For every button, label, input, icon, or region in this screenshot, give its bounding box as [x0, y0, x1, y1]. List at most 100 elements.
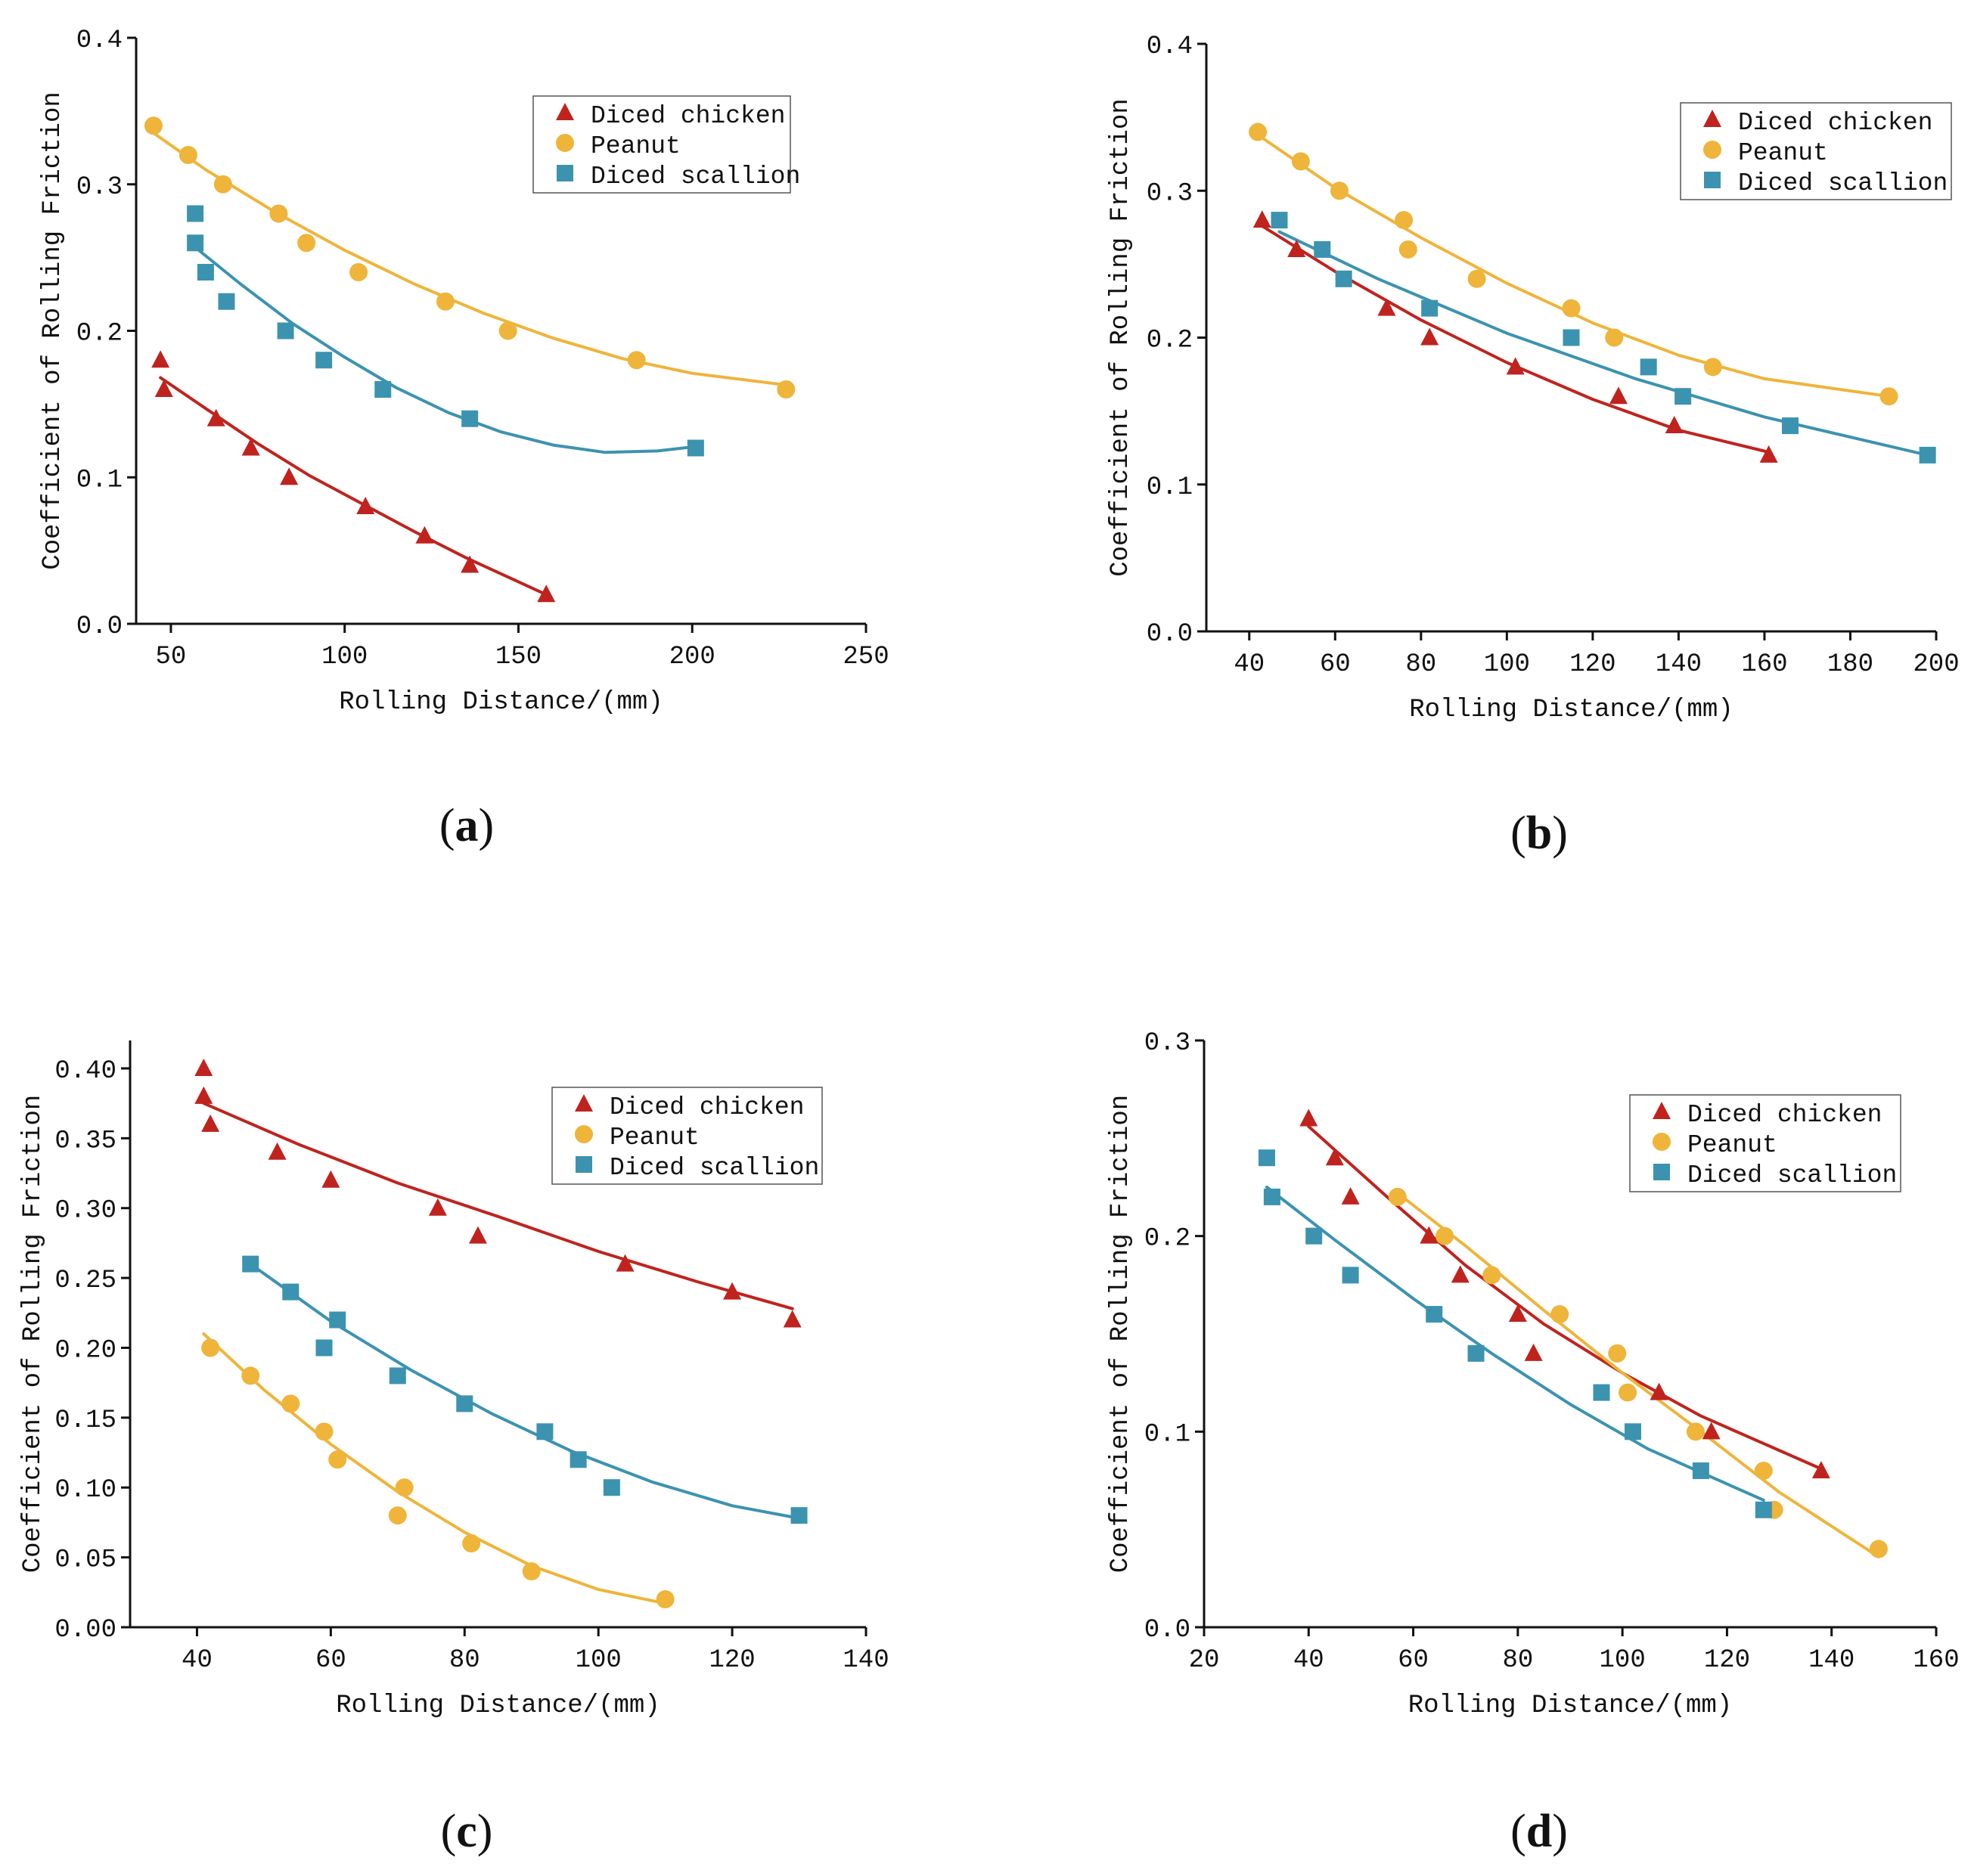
- legend-box: [551, 1087, 823, 1185]
- legend-label-peanut: Peanut: [610, 1124, 700, 1152]
- point-scallion: [374, 381, 392, 398]
- x-tick-label: 160: [1741, 650, 1787, 679]
- point-chicken: [268, 1142, 287, 1160]
- point-chicken: [783, 1310, 802, 1328]
- x-axis-title: Rolling Distance/(mm): [1408, 1692, 1732, 1720]
- point-scallion: [242, 1255, 259, 1273]
- point-chicken: [1299, 1109, 1318, 1127]
- point-chicken: [1508, 1304, 1527, 1323]
- chart-b: 40 60 80 100 120 140 160 180 200 0.0 0.1 0.2 0.3 0.4 R…: [1106, 33, 1960, 859]
- point-scallion: [218, 293, 235, 310]
- point-scallion: [1263, 1188, 1280, 1205]
- point-scallion: [277, 322, 294, 340]
- point-scallion: [1258, 1149, 1275, 1167]
- panel-label-close: ): [477, 1806, 493, 1857]
- point-scallion: [1593, 1384, 1610, 1401]
- point-scallion: [1919, 446, 1936, 464]
- point-scallion: [687, 439, 704, 457]
- x-tick-label: 180: [1827, 650, 1873, 679]
- point-peanut: [349, 263, 368, 281]
- x-tick-label: 100: [1600, 1646, 1646, 1675]
- x-tick-label: 100: [321, 643, 368, 671]
- legend-label-peanut: Peanut: [1687, 1131, 1777, 1159]
- x-tick-label: 120: [1704, 1646, 1750, 1675]
- point-scallion: [1782, 417, 1799, 435]
- point-peanut: [1608, 1344, 1627, 1363]
- point-peanut: [1869, 1540, 1888, 1558]
- point-peanut: [1879, 387, 1898, 406]
- point-chicken: [1420, 1226, 1439, 1244]
- point-peanut: [297, 234, 316, 253]
- legend-marker-scallion: [576, 1156, 592, 1173]
- panel-label-open: (: [1510, 808, 1526, 859]
- point-scallion: [1426, 1306, 1443, 1323]
- point-scallion: [315, 352, 333, 369]
- panel-label: (c): [441, 1806, 493, 1857]
- y-tick-label: 0.1: [1147, 473, 1193, 502]
- chart-d: 20 40 60 80 100 120 140 160 0.0 0.1 0.2 0.3 Rolling …: [1106, 1029, 1960, 1857]
- x-tick-label: 120: [709, 1646, 755, 1675]
- point-scallion: [1342, 1267, 1359, 1284]
- point-peanut: [627, 351, 646, 370]
- fit-line-scallion: [249, 1262, 801, 1520]
- x-tick-label: 80: [1405, 650, 1436, 679]
- chart-a: 50 100 150 200 250 0.0 0.1 0.2 0.3 0.4 Rolling Dis…: [39, 26, 889, 851]
- x-tick-label: 120: [1569, 650, 1616, 679]
- fit-line-chicken: [159, 376, 548, 597]
- y-tick-label: 0.25: [54, 1267, 116, 1295]
- point-chicken: [194, 1086, 213, 1104]
- x-tick-label: 160: [1913, 1646, 1959, 1675]
- point-chicken: [280, 467, 299, 485]
- point-chicken: [415, 526, 434, 544]
- panel-label: (b): [1510, 808, 1568, 859]
- point-scallion: [1692, 1462, 1709, 1480]
- legend-marker-chicken: [556, 103, 574, 120]
- y-tick-label: 0.0: [1144, 1616, 1190, 1645]
- y-tick-label: 0.4: [1147, 33, 1193, 61]
- legend-label-peanut: Peanut: [1738, 139, 1828, 167]
- point-chicken: [1377, 298, 1396, 316]
- point-peanut: [656, 1590, 675, 1609]
- point-chicken: [1506, 357, 1525, 375]
- legend-label-scallion: Diced scallion: [1738, 169, 1948, 197]
- fit-line-peanut: [202, 1332, 667, 1605]
- point-chicken: [1524, 1343, 1543, 1361]
- legend-marker-scallion: [1704, 172, 1721, 188]
- legend-box: [532, 95, 791, 194]
- legend-label-chicken: Diced chicken: [1738, 109, 1932, 137]
- point-peanut: [144, 116, 163, 135]
- point-scallion: [1305, 1227, 1323, 1245]
- y-tick-label: 0.30: [54, 1197, 116, 1226]
- point-chicken: [1451, 1265, 1470, 1283]
- x-tick-label: 150: [495, 643, 542, 671]
- point-chicken: [1287, 239, 1306, 257]
- legend-marker-peanut: [556, 134, 574, 152]
- x-tick-label: 100: [576, 1646, 622, 1675]
- point-scallion: [603, 1479, 620, 1496]
- point-peanut: [436, 292, 455, 311]
- y-tick-label: 0.35: [54, 1127, 116, 1155]
- y-tick-label: 0.05: [54, 1546, 116, 1575]
- point-chicken: [1325, 1148, 1344, 1166]
- point-chicken: [1665, 416, 1684, 434]
- point-chicken: [1759, 445, 1778, 463]
- legend-label-scallion: Diced scallion: [1687, 1161, 1897, 1189]
- point-chicken: [241, 438, 260, 456]
- point-scallion: [1271, 212, 1288, 229]
- y-tick-label: 0.10: [54, 1476, 116, 1505]
- legend-label-scallion: Diced scallion: [610, 1154, 819, 1182]
- panel-label-open: (: [1510, 1806, 1526, 1857]
- y-tick-label: 0.0: [76, 612, 123, 641]
- point-peanut: [1754, 1462, 1773, 1481]
- legend-marker-peanut: [575, 1125, 593, 1143]
- point-chicken: [1650, 1382, 1668, 1400]
- legend-marker-peanut: [1653, 1133, 1671, 1151]
- legend-marker-scallion: [557, 165, 573, 181]
- legend-marker-chicken: [1653, 1102, 1671, 1119]
- point-peanut: [1291, 152, 1310, 171]
- panel-label-letter: d: [1526, 1806, 1552, 1857]
- point-peanut: [1330, 181, 1349, 200]
